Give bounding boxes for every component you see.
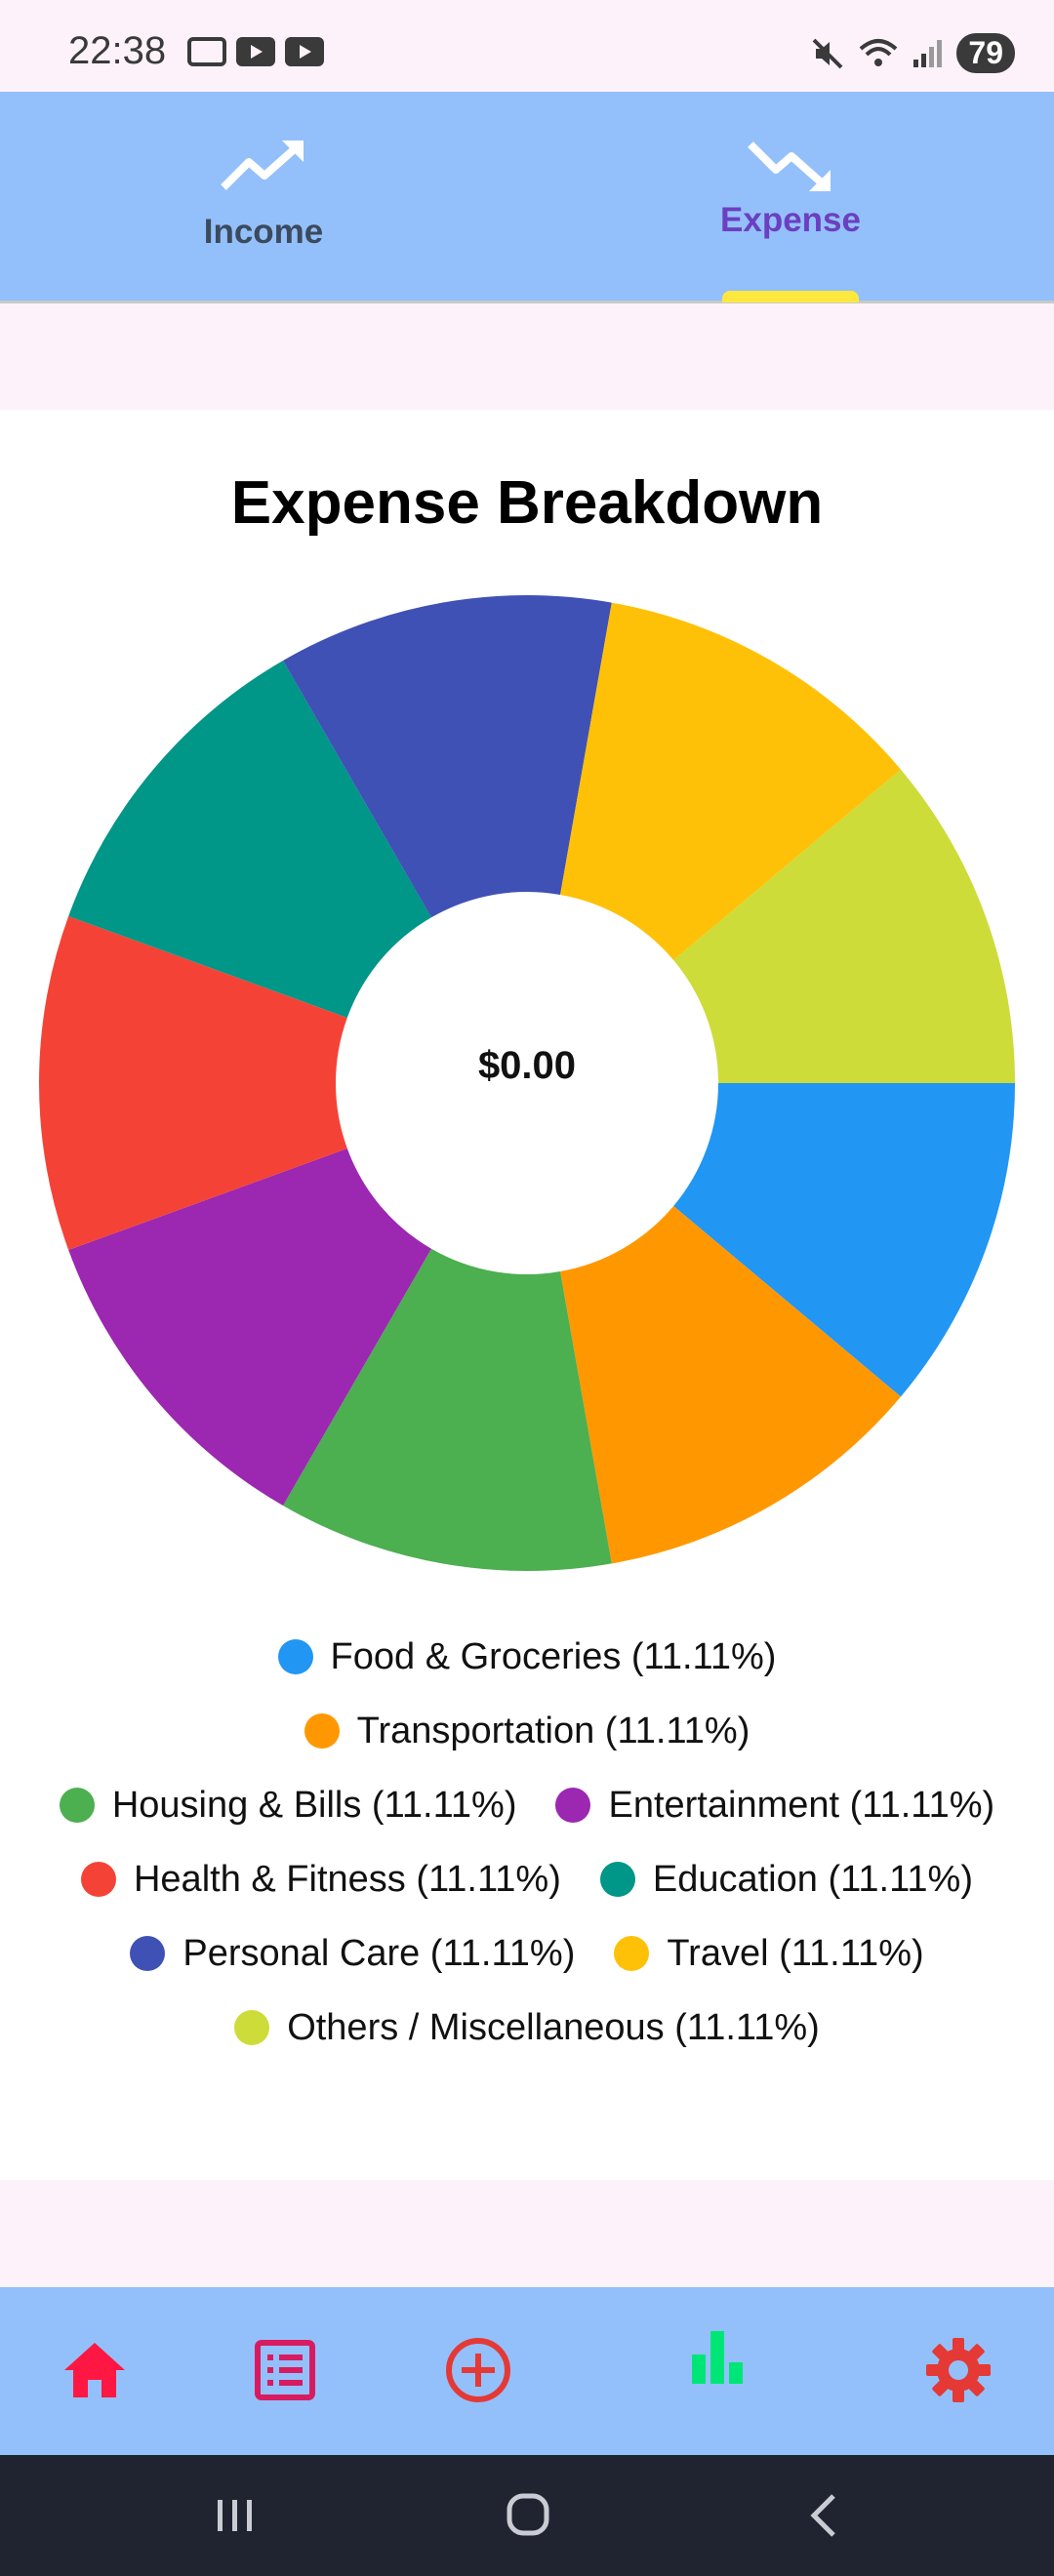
tab-income-label: Income [203, 213, 324, 251]
nav-add-button[interactable] [434, 2326, 522, 2414]
pie-slice-others-miscellaneous [673, 769, 1015, 1083]
legend-label: Travel (11.11%) [667, 1932, 924, 1974]
legend-dot [59, 1788, 95, 1823]
legend-label: Entertainment (11.11%) [608, 1784, 995, 1826]
income-expense-tabs: Income Expense [0, 92, 1054, 303]
legend-dot [130, 1936, 166, 1971]
pie-slice-health-fitness [39, 915, 347, 1251]
pie-slice-transportation [560, 1205, 902, 1564]
trending-up-icon [221, 141, 304, 190]
signal-icon [913, 39, 943, 67]
screenshot-icon [187, 37, 226, 66]
legend-dot [614, 1936, 650, 1971]
pie-slice-education [68, 660, 431, 1018]
back-icon[interactable] [790, 2484, 859, 2547]
status-bar: 22:38 79 [0, 0, 1054, 92]
legend-label: Others / Miscellaneous (11.11%) [287, 2006, 820, 2048]
home-system-icon[interactable] [494, 2484, 562, 2547]
chart-card: Expense Breakdown $0.00 Food & Groceries… [0, 410, 1054, 2180]
legend-item-entertainment: Entertainment (11.11%) [555, 1785, 994, 1827]
nav-settings-button[interactable] [914, 2326, 1002, 2414]
trending-down-icon [748, 141, 831, 191]
legend-item-food: Food & Groceries (11.11%) [277, 1635, 777, 1678]
legend-label: Food & Groceries (11.11%) [330, 1635, 777, 1677]
legend-label: Transportation (11.11%) [356, 1710, 750, 1751]
system-navigation-bar [0, 2455, 1054, 2576]
legend-dot [599, 1862, 635, 1897]
legend-row: Health & Fitness (11.11%) Education (11.… [0, 1842, 1054, 1916]
legend-row: Food & Groceries (11.11%) [0, 1620, 1054, 1694]
legend-item-personal-care: Personal Care (11.11%) [130, 1933, 575, 1975]
status-time: 22:38 [68, 29, 167, 72]
legend-dot [304, 1713, 340, 1749]
notification-icons [187, 37, 324, 66]
tab-expense[interactable]: Expense [527, 92, 1054, 301]
legend-item-transportation: Transportation (11.11%) [304, 1711, 750, 1752]
battery-indicator: 79 [956, 33, 1015, 73]
wifi-icon [860, 38, 898, 66]
list-icon [255, 2340, 315, 2400]
legend-dot [80, 1862, 116, 1897]
legend-label: Housing & Bills (11.11%) [111, 1784, 517, 1826]
pie-slice-personal-care [283, 595, 612, 918]
legend-item-others: Others / Miscellaneous (11.11%) [234, 2007, 820, 2049]
home-icon [64, 2343, 125, 2397]
legend-dot [555, 1788, 591, 1823]
youtube-icon [236, 37, 275, 66]
selected-tab-indicator [722, 291, 859, 302]
legend-row: Personal Care (11.11%) Travel (11.11%) [0, 1916, 1054, 1991]
legend-label: Education (11.11%) [652, 1858, 973, 1900]
total-amount: $0.00 [477, 1044, 577, 1087]
mute-icon [812, 38, 843, 68]
tab-expense-label: Expense [720, 201, 861, 239]
nav-home-button[interactable] [51, 2326, 139, 2414]
settings-icon [926, 2338, 991, 2402]
legend-item-health: Health & Fitness (11.11%) [80, 1858, 561, 1901]
nav-transactions-button[interactable] [241, 2326, 329, 2414]
tab-income[interactable]: Income [0, 92, 527, 301]
add-circle-icon [446, 2338, 510, 2402]
legend-row: Others / Miscellaneous (11.11%) [0, 1991, 1054, 2065]
system-status-icons: 79 [810, 33, 1015, 73]
youtube-icon [285, 37, 324, 66]
legend-item-education: Education (11.11%) [599, 1858, 973, 1901]
legend-label: Health & Fitness (11.11%) [133, 1858, 561, 1900]
legend-item-travel: Travel (11.11%) [614, 1932, 924, 1975]
pie-slice-food-groceries [673, 1083, 1015, 1397]
legend-item-housing: Housing & Bills (11.11%) [59, 1784, 517, 1827]
legend-row: Transportation (11.11%) [0, 1694, 1054, 1768]
nav-stats-button[interactable] [673, 2313, 761, 2400]
bottom-navigation [0, 2287, 1054, 2455]
recent-apps-icon[interactable] [201, 2484, 269, 2547]
pie-slice-housing-bills [283, 1248, 612, 1571]
chart-legend: Food & Groceries (11.11%) Transportation… [0, 1620, 1054, 2065]
legend-dot [277, 1639, 313, 1674]
legend-label: Personal Care (11.11%) [182, 1932, 576, 1974]
legend-dot [234, 2010, 270, 2045]
chart-title: Expense Breakdown [230, 469, 824, 537]
expense-donut-chart [39, 595, 1015, 1571]
pie-slice-entertainment [68, 1148, 431, 1507]
bar-chart-icon [692, 2331, 743, 2384]
pie-slice-travel [560, 602, 902, 961]
legend-row: Housing & Bills (11.11%) Entertainment (… [0, 1768, 1054, 1842]
